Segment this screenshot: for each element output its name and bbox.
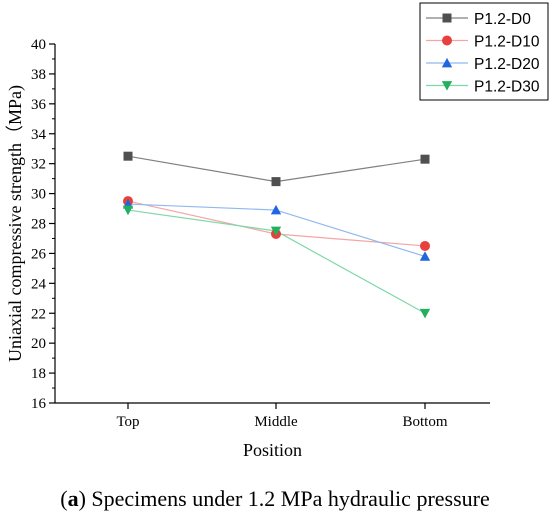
legend-label: P1.2-D30	[474, 79, 540, 96]
data-point	[419, 308, 431, 319]
caption-text: Specimens under 1.2 MPa hydraulic pressu…	[85, 486, 490, 511]
y-tick-label: 30	[31, 187, 46, 203]
y-tick-label: 18	[31, 366, 46, 382]
x-axis-title: Position	[243, 440, 302, 460]
legend-label: P1.2-D20	[474, 56, 540, 73]
data-point	[420, 154, 430, 164]
y-tick-label: 36	[31, 97, 47, 113]
caption-close-paren: )	[78, 486, 86, 511]
legend-marker	[442, 13, 452, 23]
figure-caption: (a) Specimens under 1.2 MPa hydraulic pr…	[0, 484, 550, 514]
legend-label: P1.2-D10	[474, 34, 540, 51]
y-tick-label: 26	[31, 246, 47, 262]
y-tick-label: 28	[31, 217, 46, 233]
y-tick-label: 22	[31, 306, 46, 322]
caption-letter: a	[67, 486, 79, 511]
data-point	[420, 240, 430, 251]
x-tick-label: Middle	[254, 414, 298, 430]
chart: 16 18 20 22 24 26 28 30 32 34 36 38 40 Top Middle Botto…	[5, 2, 549, 460]
data-point	[270, 204, 282, 215]
legend-marker	[441, 57, 453, 68]
data-point	[419, 251, 431, 261]
y-tick-label: 24	[31, 276, 47, 292]
data-point	[123, 151, 133, 161]
y-tick-label: 16	[31, 396, 47, 412]
series-line	[127, 209, 426, 314]
data-point	[270, 226, 282, 237]
y-tick-label: 32	[31, 157, 46, 173]
y-tick-label: 34	[31, 127, 47, 143]
caption-open-paren: (	[60, 486, 68, 511]
y-tick-label: 20	[31, 336, 46, 352]
legend-marker	[442, 35, 452, 46]
x-tick-label: Top	[116, 414, 139, 430]
x-tick-label: Bottom	[402, 414, 447, 430]
y-axis-title: Uniaxial compressive strength（MPa)	[5, 85, 26, 362]
y-tick-label: 38	[31, 67, 46, 83]
data-point	[271, 177, 281, 187]
y-tick-label: 40	[31, 37, 46, 53]
legend-box	[419, 2, 549, 101]
legend-label: P1.2-D0	[474, 11, 531, 28]
legend-marker	[441, 81, 453, 91]
data-point	[122, 205, 134, 216]
